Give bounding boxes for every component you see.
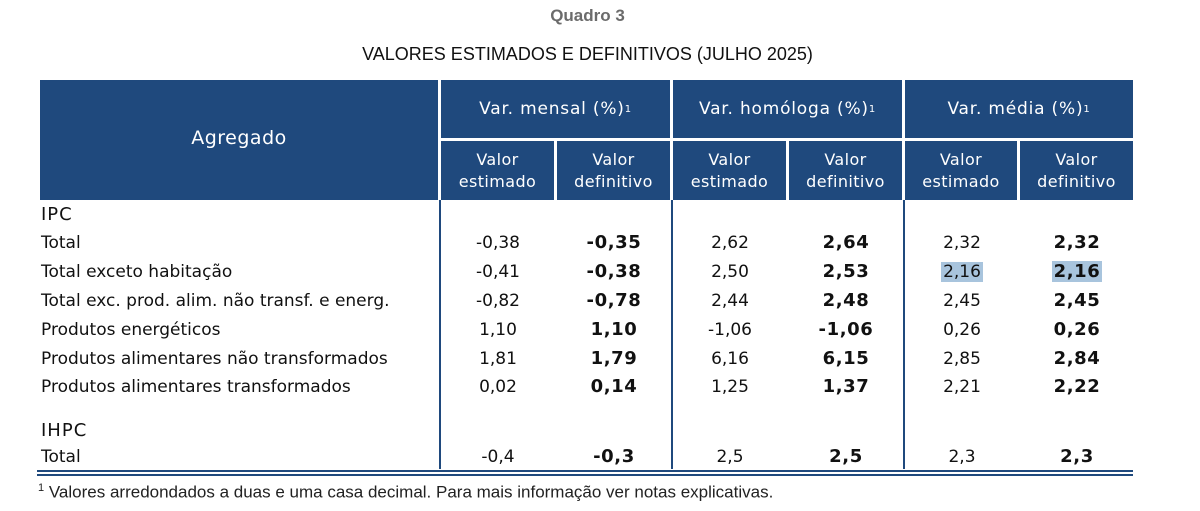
header-group-sup: 1 [868,103,877,115]
header-var-homologa: Var. homóloga (%) 1 [673,80,902,138]
highlighted-value: 2,16 [1051,261,1103,282]
section-ipc: IPC [41,204,73,225]
subheader-line2: estimado [458,171,537,191]
footnote-mark: 1 [38,482,45,494]
value-cell-definitive: 2,48 [822,290,870,311]
value-cell-definitive: 0,14 [590,376,638,397]
column-divider [439,200,441,469]
value-cell-definitive: 2,5 [829,446,863,467]
value-cell: 1,25 [711,377,749,397]
header-agregado: Agregado [40,80,438,200]
subheader-line1: Valor [939,149,983,169]
subheader-line1: Valor [708,149,751,169]
subheader-line2: estimado [922,171,1000,191]
value-cell-definitive: 2,45 [1053,290,1101,311]
value-cell: -1,06 [708,320,752,340]
subheader-definitivo: Valor definitivo [789,141,902,200]
row-label: Produtos energéticos [41,320,221,340]
section-ihpc: IHPC [41,420,88,441]
subheader-line2: estimado [690,171,769,191]
subheader-estimado: Valor estimado [441,141,554,200]
value-cell: 2,21 [943,377,981,397]
value-cell-definitive: 1,79 [590,348,638,369]
header-var-mensal: Var. mensal (%) 1 [441,80,670,138]
value-cell-definitive: 2,53 [822,261,870,282]
footnote: 1 Valores arredondados a duas e uma casa… [38,482,773,503]
subheader-line1: Valor [592,149,635,169]
header-group-label: Var. média (%) [947,99,1084,119]
subheader-line1: Valor [1055,149,1098,169]
value-cell: 2,3 [948,447,976,467]
value-cell: 2,85 [943,349,981,369]
value-cell: 6,16 [711,349,749,369]
row-label: Total exceto habitação [41,262,233,282]
row-label: Produtos alimentares não transformados [41,349,388,369]
value-cell: -0,38 [476,233,520,253]
subheader-line2: definitivo [806,171,885,191]
value-cell: -0,41 [476,262,520,282]
value-cell-definitive: -1,06 [818,319,874,340]
value-cell: 2,45 [943,291,981,311]
column-divider [903,200,905,469]
subheader-estimado: Valor estimado [673,141,786,200]
header-var-media: Var. média (%) 1 [905,80,1133,138]
value-cell-definitive: 2,32 [1053,232,1101,253]
value-cell-definitive: 6,15 [822,348,870,369]
header-group-label: Var. homóloga (%) [698,99,869,119]
row-label: Produtos alimentares transformados [41,377,351,397]
value-cell: 2,50 [711,262,749,282]
table-label: Quadro 3 [550,6,625,25]
table-bottom-rule [37,474,1133,476]
subheader-line1: Valor [476,149,519,169]
subheader-definitivo: Valor definitivo [557,141,670,200]
value-cell: 2,32 [943,233,981,253]
footnote-text: Valores arredondados a duas e uma casa d… [48,482,774,502]
table-title: VALORES ESTIMADOS E DEFINITIVOS (JULHO 2… [362,44,813,64]
header-group-label: Var. mensal (%) [479,99,625,119]
header-group-sup: 1 [1083,103,1091,115]
value-cell-highlighted: 2,16 [917,262,1007,282]
subheader-line2: definitivo [574,171,653,191]
value-cell-definitive: 2,64 [822,232,870,253]
value-cell-definitive: 2,3 [1060,446,1094,467]
subheader-line2: definitivo [1037,171,1116,191]
value-cell: 2,44 [711,291,749,311]
value-cell-definitive: 1,10 [590,319,638,340]
value-cell-definitive: 2,84 [1053,348,1101,369]
table-bottom-rule [37,470,1133,472]
header-group-sup: 1 [624,103,632,115]
value-cell-definitive: 2,22 [1053,376,1101,397]
row-label: Total [41,233,81,253]
value-cell: -0,4 [481,447,515,467]
column-divider [671,200,673,469]
value-cell: 0,02 [479,377,517,397]
subheader-definitivo: Valor definitivo [1020,141,1133,200]
value-cell-definitive: -0,35 [586,232,642,253]
value-cell: 2,62 [711,233,749,253]
value-cell: -0,82 [476,291,520,311]
subheader-line1: Valor [824,149,867,169]
value-cell-definitive: 1,37 [822,376,870,397]
value-cell-definitive-highlighted: 2,16 [1032,261,1122,282]
value-cell: 1,81 [479,349,517,369]
value-cell-definitive: -0,3 [593,446,635,467]
value-cell-definitive: 0,26 [1053,319,1101,340]
subheader-estimado: Valor estimado [905,141,1017,200]
value-cell-definitive: -0,78 [586,290,642,311]
row-label: Total [41,447,81,467]
value-cell: 1,10 [479,320,517,340]
value-cell: 2,5 [716,447,744,467]
highlighted-value: 2,16 [941,262,983,282]
value-cell: 0,26 [943,320,981,340]
row-label: Total exc. prod. alim. não transf. e ene… [41,291,390,311]
value-cell-definitive: -0,38 [586,261,642,282]
